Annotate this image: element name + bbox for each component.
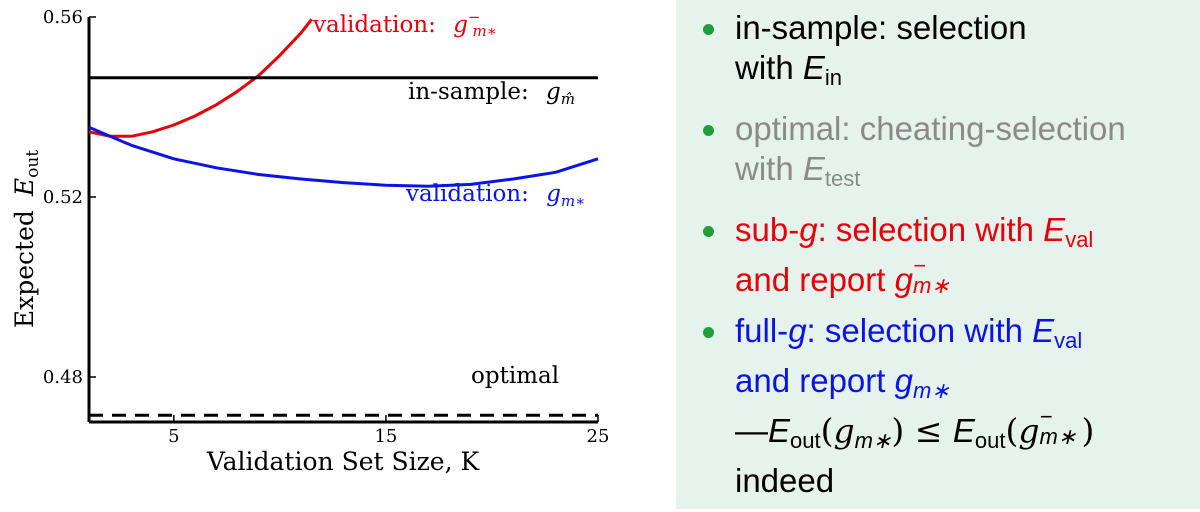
bullet-full-g: full-g: selection with Eval and report g…	[694, 311, 1199, 501]
bullet-dot-icon	[703, 327, 714, 338]
x-tick-label: 15	[374, 426, 397, 447]
bullet-dot-icon	[703, 226, 714, 237]
bullet-text: optimal: cheating-selection with Etest	[735, 110, 1126, 191]
y-axis-label: Expected Eout	[10, 150, 43, 328]
annotation-validation-blue: validation: gm∗	[405, 181, 585, 210]
bullet-dot-icon	[703, 125, 714, 136]
conclusion-formula: —Eout(gm∗) ≤ Eout(g − m∗)	[735, 404, 1095, 454]
bullet-optimal: optimal: cheating-selection with Etest	[694, 109, 1199, 199]
y-tick-label: 0.48	[43, 367, 83, 388]
y-tick-label: 0.52	[43, 187, 83, 208]
series-line-1	[88, 125, 599, 188]
series-line-0	[88, 18, 313, 138]
series-layer	[88, 18, 599, 417]
bullet-dot-icon	[703, 24, 714, 35]
bullet-sub-g: sub-g: selection with Eval and report g −…	[694, 210, 1199, 300]
chart: 5 15 25 0.48 0.52 0.56 Validation Set Size, K…	[10, 7, 610, 476]
x-tick-label: 25	[587, 426, 610, 447]
y-tick-label: 0.56	[43, 7, 83, 28]
annotation-validation-red: validation: g− m∗	[312, 8, 497, 40]
bullet-in-sample: in-sample: selection with Ein	[694, 8, 1199, 98]
bullet-text: in-sample: selection with Ein	[735, 9, 1027, 90]
conclusion-last: indeed	[735, 462, 835, 499]
bullet-text: full-g: selection with Eval and report g…	[735, 311, 1199, 501]
annotation-optimal: optimal	[471, 363, 559, 389]
bullet-list: in-sample: selection with Ein optimal: c…	[694, 8, 1199, 512]
ticks: 5 15 25 0.48 0.52 0.56	[43, 7, 610, 447]
bullet-text: sub-g: selection with Eval and report g −…	[735, 211, 1094, 298]
annotation-in-sample: in-sample: gm̂	[408, 79, 575, 108]
x-tick-label: 5	[168, 426, 179, 447]
x-axis-label: Validation Set Size, K	[206, 447, 481, 476]
summary-panel: in-sample: selection with Ein optimal: c…	[676, 0, 1200, 509]
